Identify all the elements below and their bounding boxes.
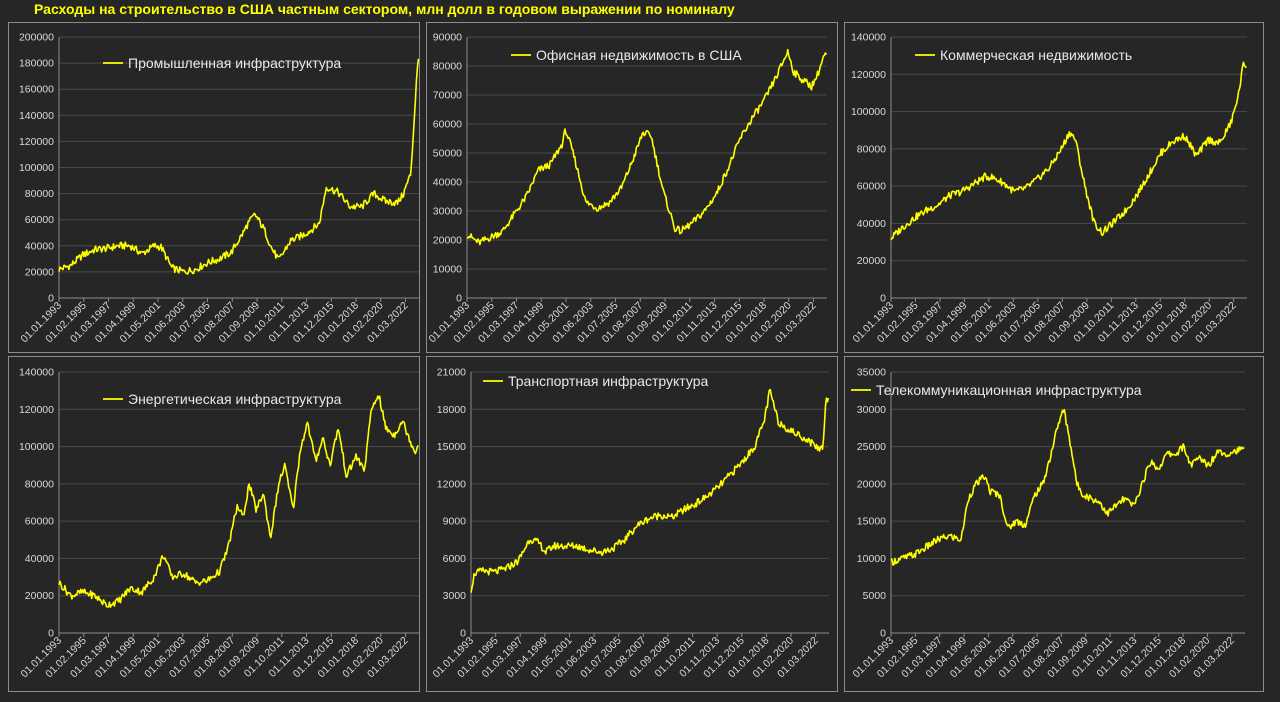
chart-panel-energy: 0 20000 40000 60000 80000 100000 120000 140000 0…	[8, 356, 420, 692]
y-tick-label: 80000	[25, 478, 54, 490]
y-tick-label: 3000	[443, 590, 467, 602]
y-tick-label: 0	[880, 628, 886, 640]
chart-panel-industrial: 0 20000 40000 60000 80000 100000 120000 140000 1…	[8, 22, 420, 353]
page-title: Расходы на строительство в США частным с…	[34, 1, 735, 17]
y-tick-label: 6000	[443, 553, 467, 565]
chart-svg: 03000600090001200015000180002100001.01.1…	[430, 367, 830, 680]
y-tick-label: 20000	[857, 478, 886, 490]
y-tick-label: 40000	[25, 553, 54, 565]
chart-panel-office: 0 10000 20000 30000 40000 50000 60000 70000 8000…	[426, 22, 838, 353]
chart-svg: 0200004000060000800001000001200001400000…	[18, 367, 420, 680]
chart-panel-transport: 0 3000 6000 9000 12000 15000 18000 21000 01.01.1…	[426, 356, 838, 692]
y-tick-label: 90000	[433, 32, 462, 44]
y-tick-label: 20000	[25, 590, 54, 602]
y-tick-label: 20000	[433, 235, 462, 247]
y-tick-label: 50000	[433, 148, 462, 160]
chart-svg: 0200004000060000800001000001200001400000…	[850, 32, 1247, 345]
y-tick-label: 100000	[19, 162, 54, 174]
y-tick-label: 60000	[857, 181, 886, 193]
y-tick-label: 100000	[851, 106, 886, 118]
y-tick-label: 20000	[857, 255, 886, 267]
series-line	[470, 388, 830, 593]
y-tick-label: 180000	[19, 58, 54, 70]
series-line	[890, 61, 1247, 241]
chart-panel-telecom: 0 5000 10000 15000 20000 25000 30000 35000 01.01…	[844, 356, 1264, 692]
y-tick-label: 0	[456, 293, 462, 305]
series-line	[890, 408, 1245, 566]
y-tick-label: 120000	[19, 136, 54, 148]
y-tick-label: 10000	[433, 264, 462, 276]
chart-svg: 0500010000150002000025000300003500001.01…	[850, 367, 1245, 680]
series-line	[58, 58, 420, 275]
y-tick-label: 60000	[433, 119, 462, 131]
series-line	[58, 395, 420, 608]
y-tick-label: 100000	[19, 441, 54, 453]
chart-panel-commercial: 0 20000 40000 60000 80000 100000 120000 140000 0…	[844, 22, 1264, 353]
y-tick-label: 200000	[19, 32, 54, 44]
y-tick-label: 35000	[857, 367, 886, 379]
legend-label: Офисная недвижимость в США	[536, 47, 742, 63]
y-tick-label: 160000	[19, 84, 54, 96]
y-tick-label: 120000	[19, 404, 54, 416]
y-tick-label: 140000	[19, 367, 54, 379]
y-tick-label: 15000	[437, 441, 466, 453]
y-tick-label: 5000	[863, 590, 887, 602]
y-tick-label: 12000	[437, 478, 466, 490]
y-tick-label: 80000	[857, 143, 886, 155]
y-tick-label: 25000	[857, 441, 886, 453]
series-line	[466, 48, 828, 246]
y-tick-label: 40000	[25, 240, 54, 252]
legend-label: Энергетическая инфраструктура	[128, 391, 342, 407]
legend-label: Телекоммуникационная инфраструктура	[876, 382, 1142, 398]
y-tick-label: 60000	[25, 516, 54, 528]
y-tick-label: 40000	[857, 218, 886, 230]
y-tick-label: 0	[460, 628, 466, 640]
y-tick-label: 18000	[437, 404, 466, 416]
legend-label: Промышленная инфраструктура	[128, 55, 341, 71]
y-tick-label: 70000	[433, 90, 462, 102]
y-tick-label: 0	[880, 293, 886, 305]
y-tick-label: 15000	[857, 516, 886, 528]
y-tick-label: 140000	[851, 32, 886, 44]
y-tick-label: 140000	[19, 110, 54, 122]
y-tick-label: 20000	[25, 266, 54, 278]
legend-label: Коммерческая недвижимость	[940, 47, 1132, 63]
y-tick-label: 30000	[433, 206, 462, 218]
y-tick-label: 21000	[437, 367, 466, 379]
y-tick-label: 80000	[433, 61, 462, 73]
chart-svg: 0 20000 40000 60000 80000 100000 120000 140000 1…	[18, 32, 420, 345]
legend-label: Транспортная инфраструктура	[508, 373, 708, 389]
y-tick-label: 10000	[857, 553, 886, 565]
y-tick-label: 0	[48, 293, 54, 305]
y-tick-label: 9000	[443, 516, 467, 528]
y-tick-label: 80000	[25, 188, 54, 200]
chart-svg: 0 10000 20000 30000 40000 50000 60000 70000 8000…	[426, 32, 828, 345]
y-tick-label: 30000	[857, 404, 886, 416]
y-tick-label: 60000	[25, 214, 54, 226]
y-tick-label: 120000	[851, 69, 886, 81]
y-tick-label: 40000	[433, 177, 462, 189]
y-tick-label: 0	[48, 628, 54, 640]
